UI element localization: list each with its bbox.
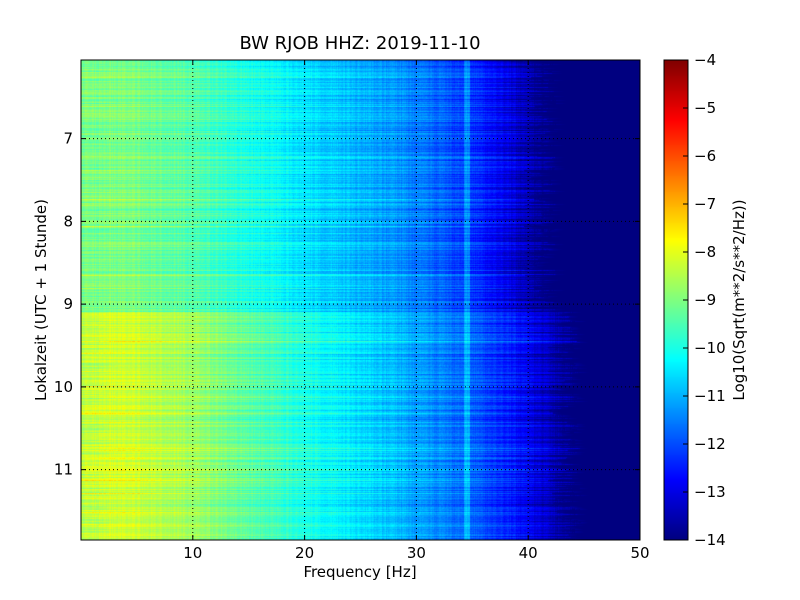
y-tick-label: 11 xyxy=(54,461,73,479)
plot-area xyxy=(80,59,641,541)
y-tick-label: 10 xyxy=(54,378,73,396)
spectrogram-heatmap xyxy=(81,60,640,540)
y-tick-label: 9 xyxy=(63,295,73,313)
colorbar-label: Log10(Sqrt(m**2/s**2/Hz)) xyxy=(730,199,748,400)
colorbar-tick-label: −4 xyxy=(694,51,716,69)
colorbar-tick-label: −8 xyxy=(694,243,716,261)
plot-frame xyxy=(80,59,641,541)
colorbar: −4 −5 −6 −7 −8 −9 −10 −11 −12 −13 −14 Log10(Sqrt(m… xyxy=(663,51,748,549)
colorbar-tick-label: −13 xyxy=(694,483,726,501)
x-tick-label: 30 xyxy=(407,544,426,562)
chart-title: BW RJOB HHZ: 2019-11-10 xyxy=(239,33,480,54)
grid-lines xyxy=(81,60,640,540)
x-tick-label: 10 xyxy=(183,544,202,562)
colorbar-tick-label: −11 xyxy=(694,387,726,405)
y-tick-label: 7 xyxy=(63,130,73,148)
y-axis: 7 8 9 10 11 xyxy=(54,130,640,479)
colorbar-tick-label: −10 xyxy=(694,339,726,357)
x-tick-label: 20 xyxy=(295,544,314,562)
colorbar-tick-label: −9 xyxy=(694,291,716,309)
y-tick-label: 8 xyxy=(63,212,73,230)
colorbar-ticks: −4 −5 −6 −7 −8 −9 −10 −11 −12 −13 −14 xyxy=(683,51,726,549)
x-axis-label: Frequency [Hz] xyxy=(303,563,416,581)
x-tick-label: 40 xyxy=(519,544,538,562)
colorbar-tick-label: −6 xyxy=(694,147,716,165)
colorbar-tick-label: −14 xyxy=(694,531,726,549)
colorbar-tick-label: −12 xyxy=(694,435,726,453)
x-tick-label: 50 xyxy=(630,544,649,562)
colorbar-tick-label: −5 xyxy=(694,99,716,117)
colorbar-tick-label: −7 xyxy=(694,195,716,213)
x-axis: 10 20 30 40 50 xyxy=(183,60,650,562)
y-axis-label: Lokalzeit (UTC + 1 Stunde) xyxy=(32,199,50,401)
